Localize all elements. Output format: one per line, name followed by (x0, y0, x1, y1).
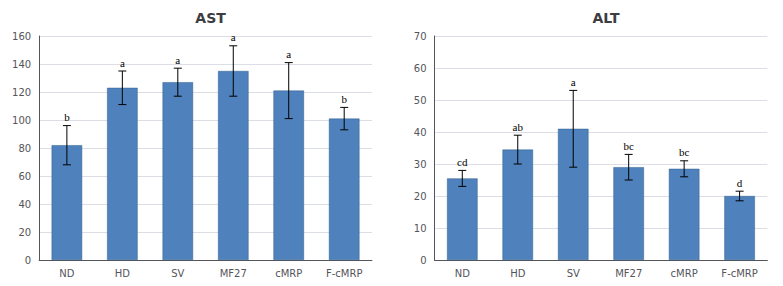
svg-text:SV: SV (567, 268, 580, 279)
svg-text:ND: ND (59, 268, 74, 279)
svg-text:10: 10 (414, 223, 427, 234)
svg-text:SV: SV (171, 268, 184, 279)
svg-text:bc: bc (623, 140, 634, 152)
svg-text:cd: cd (457, 156, 468, 168)
svg-text:ab: ab (513, 121, 524, 133)
svg-text:20: 20 (18, 227, 31, 238)
svg-text:F-cMRP: F-cMRP (326, 268, 362, 279)
svg-text:20: 20 (414, 191, 427, 202)
svg-text:b: b (341, 93, 347, 105)
svg-text:cMRP: cMRP (275, 268, 302, 279)
svg-text:80: 80 (18, 143, 31, 154)
svg-text:a: a (120, 57, 125, 69)
svg-text:HD: HD (510, 268, 526, 279)
svg-text:b: b (64, 111, 70, 123)
svg-text:120: 120 (12, 87, 31, 98)
svg-text:ND: ND (455, 268, 470, 279)
svg-text:40: 40 (18, 199, 31, 210)
svg-text:a: a (231, 31, 236, 43)
svg-text:40: 40 (414, 127, 427, 138)
svg-text:60: 60 (414, 63, 427, 74)
svg-text:MF27: MF27 (615, 268, 642, 279)
svg-text:50: 50 (414, 95, 427, 106)
svg-text:140: 140 (12, 59, 31, 70)
svg-text:0: 0 (25, 255, 31, 266)
svg-text:30: 30 (414, 159, 427, 170)
svg-text:160: 160 (12, 31, 31, 42)
svg-text:0: 0 (420, 255, 426, 266)
svg-text:cMRP: cMRP (671, 268, 698, 279)
svg-text:bc: bc (679, 146, 690, 158)
svg-text:F-cMRP: F-cMRP (721, 268, 757, 279)
svg-text:a: a (571, 76, 576, 88)
svg-text:a: a (286, 48, 291, 60)
svg-text:70: 70 (414, 31, 427, 42)
svg-text:100: 100 (12, 115, 31, 126)
svg-text:a: a (175, 54, 180, 66)
svg-text:MF27: MF27 (220, 268, 247, 279)
svg-text:d: d (737, 177, 743, 189)
svg-text:AST: AST (195, 10, 226, 26)
svg-text:HD: HD (115, 268, 131, 279)
svg-text:ALT: ALT (592, 10, 619, 26)
svg-text:60: 60 (18, 171, 31, 182)
